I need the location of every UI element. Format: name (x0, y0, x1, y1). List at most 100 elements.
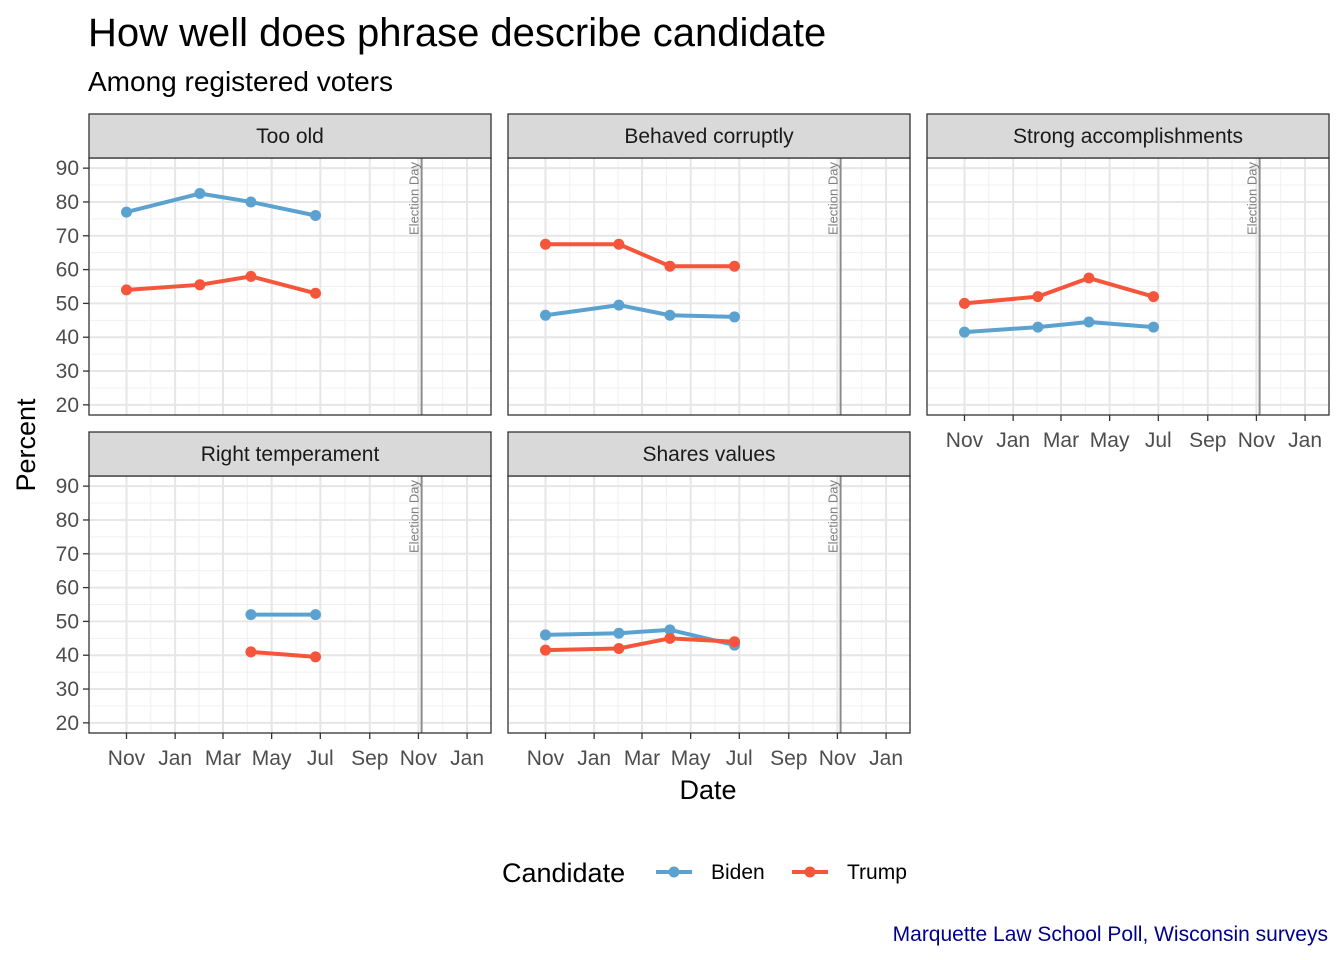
data-point-biden (310, 209, 322, 221)
legend-key-point-biden (668, 866, 680, 878)
x-tick-label: Nov (819, 747, 857, 770)
series-line-trump (124, 274, 318, 296)
x-tick-label: Mar (624, 747, 660, 770)
y-tick-label: 30 (56, 678, 79, 701)
legend-label-biden: Biden (711, 861, 765, 884)
x-axis-title: Date (679, 775, 736, 805)
y-tick-label: 40 (56, 326, 79, 349)
y-tick-label: 80 (56, 509, 79, 532)
data-point-trump (539, 238, 551, 250)
chart-title: How well does phrase describe candidate (88, 11, 826, 55)
data-point-biden (729, 311, 741, 323)
data-point-trump (664, 260, 676, 272)
facet-panel: Election Day Shares values Nov Jan Mar May Jul… (507, 431, 911, 770)
x-tick-label: May (671, 747, 711, 770)
x-tick-label: Jul (726, 747, 753, 770)
data-point-biden (310, 609, 322, 621)
x-tick-label: Mar (205, 747, 241, 770)
data-point-trump (613, 642, 625, 654)
x-tick-label: Sep (770, 747, 807, 770)
data-point-biden (539, 309, 551, 321)
data-point-trump (539, 644, 551, 656)
y-tick-label: 30 (56, 360, 79, 383)
x-tick-label: May (252, 747, 292, 770)
x-tick-label: Nov (527, 747, 565, 770)
y-axis-title: Percent (11, 398, 41, 492)
y-tick-label: 90 (56, 157, 79, 180)
facet-panel: Election Day Behaved corruptly (507, 113, 911, 416)
election-day-label: Election Day (826, 480, 841, 553)
data-point-trump (613, 238, 625, 250)
y-tick-label: 80 (56, 191, 79, 214)
series-line-biden (543, 303, 737, 319)
y-tick-label: 40 (56, 644, 79, 667)
y-tick-label: 60 (56, 259, 79, 282)
data-point-trump (1032, 291, 1044, 303)
data-point-trump (310, 287, 322, 299)
data-point-trump (245, 270, 257, 282)
data-point-biden (539, 629, 551, 641)
facet-strip-label: Strong accomplishments (1013, 125, 1243, 148)
data-point-trump (664, 632, 676, 644)
x-tick-label: Jan (158, 747, 192, 770)
data-point-biden (120, 206, 132, 218)
facet-strip-label: Right temperament (201, 443, 380, 466)
data-point-biden (613, 299, 625, 311)
election-day-label: Election Day (826, 162, 841, 235)
y-tick-label: 50 (56, 292, 79, 315)
data-point-biden (1148, 321, 1160, 333)
data-point-trump (245, 646, 257, 658)
legend: Candidate Biden Trump (502, 858, 907, 888)
series-line-biden (543, 627, 737, 648)
series-line-biden (962, 320, 1156, 335)
data-point-trump (194, 279, 206, 291)
y-tick-label: 70 (56, 543, 79, 566)
series-line-biden (124, 191, 318, 218)
y-tick-label: 60 (56, 577, 79, 600)
data-point-trump (310, 651, 322, 663)
x-tick-label: Jan (450, 747, 484, 770)
data-point-trump (1083, 272, 1095, 284)
data-point-trump (729, 260, 741, 272)
series-line-trump (543, 636, 737, 653)
data-point-biden (1032, 321, 1044, 333)
legend-title: Candidate (502, 858, 625, 888)
y-tick-label: 20 (56, 394, 79, 417)
x-tick-label: Sep (1189, 429, 1226, 452)
data-point-biden (245, 609, 257, 621)
facet-strip (507, 113, 911, 159)
y-tick-label: 70 (56, 225, 79, 248)
chart-caption: Marquette Law School Poll, Wisconsin sur… (893, 923, 1328, 946)
x-tick-label: Mar (1043, 429, 1079, 452)
data-point-biden (1083, 316, 1095, 328)
facet-strip (507, 431, 911, 477)
election-day-label: Election Day (1245, 162, 1260, 235)
y-tick-label: 50 (56, 610, 79, 633)
facet-strip (88, 113, 492, 159)
facet-strip (926, 113, 1330, 159)
x-tick-label: Jan (577, 747, 611, 770)
facet-panel: Election Day Right temperament 20 30 40 50 60 7… (56, 431, 492, 770)
facet-strip-label: Shares values (642, 443, 775, 466)
legend-key-point-trump (804, 866, 816, 878)
election-day-label: Election Day (407, 480, 422, 553)
data-point-trump (1148, 291, 1160, 303)
data-point-trump (120, 284, 132, 296)
data-point-biden (245, 196, 257, 208)
series-line-trump (248, 649, 318, 659)
data-point-biden (194, 188, 206, 200)
x-tick-label: Jul (307, 747, 334, 770)
data-point-biden (958, 326, 970, 338)
facet-panel: Election Day Too old 20 30 40 50 60 70 80 90 (56, 113, 492, 417)
x-tick-label: Jan (1288, 429, 1322, 452)
x-tick-label: Nov (400, 747, 438, 770)
legend-label-trump: Trump (847, 861, 907, 884)
x-tick-label: May (1090, 429, 1130, 452)
data-point-trump (729, 636, 741, 648)
x-tick-label: Jan (996, 429, 1030, 452)
series-line-trump (543, 242, 737, 269)
facet-strip-label: Behaved corruptly (624, 125, 794, 148)
